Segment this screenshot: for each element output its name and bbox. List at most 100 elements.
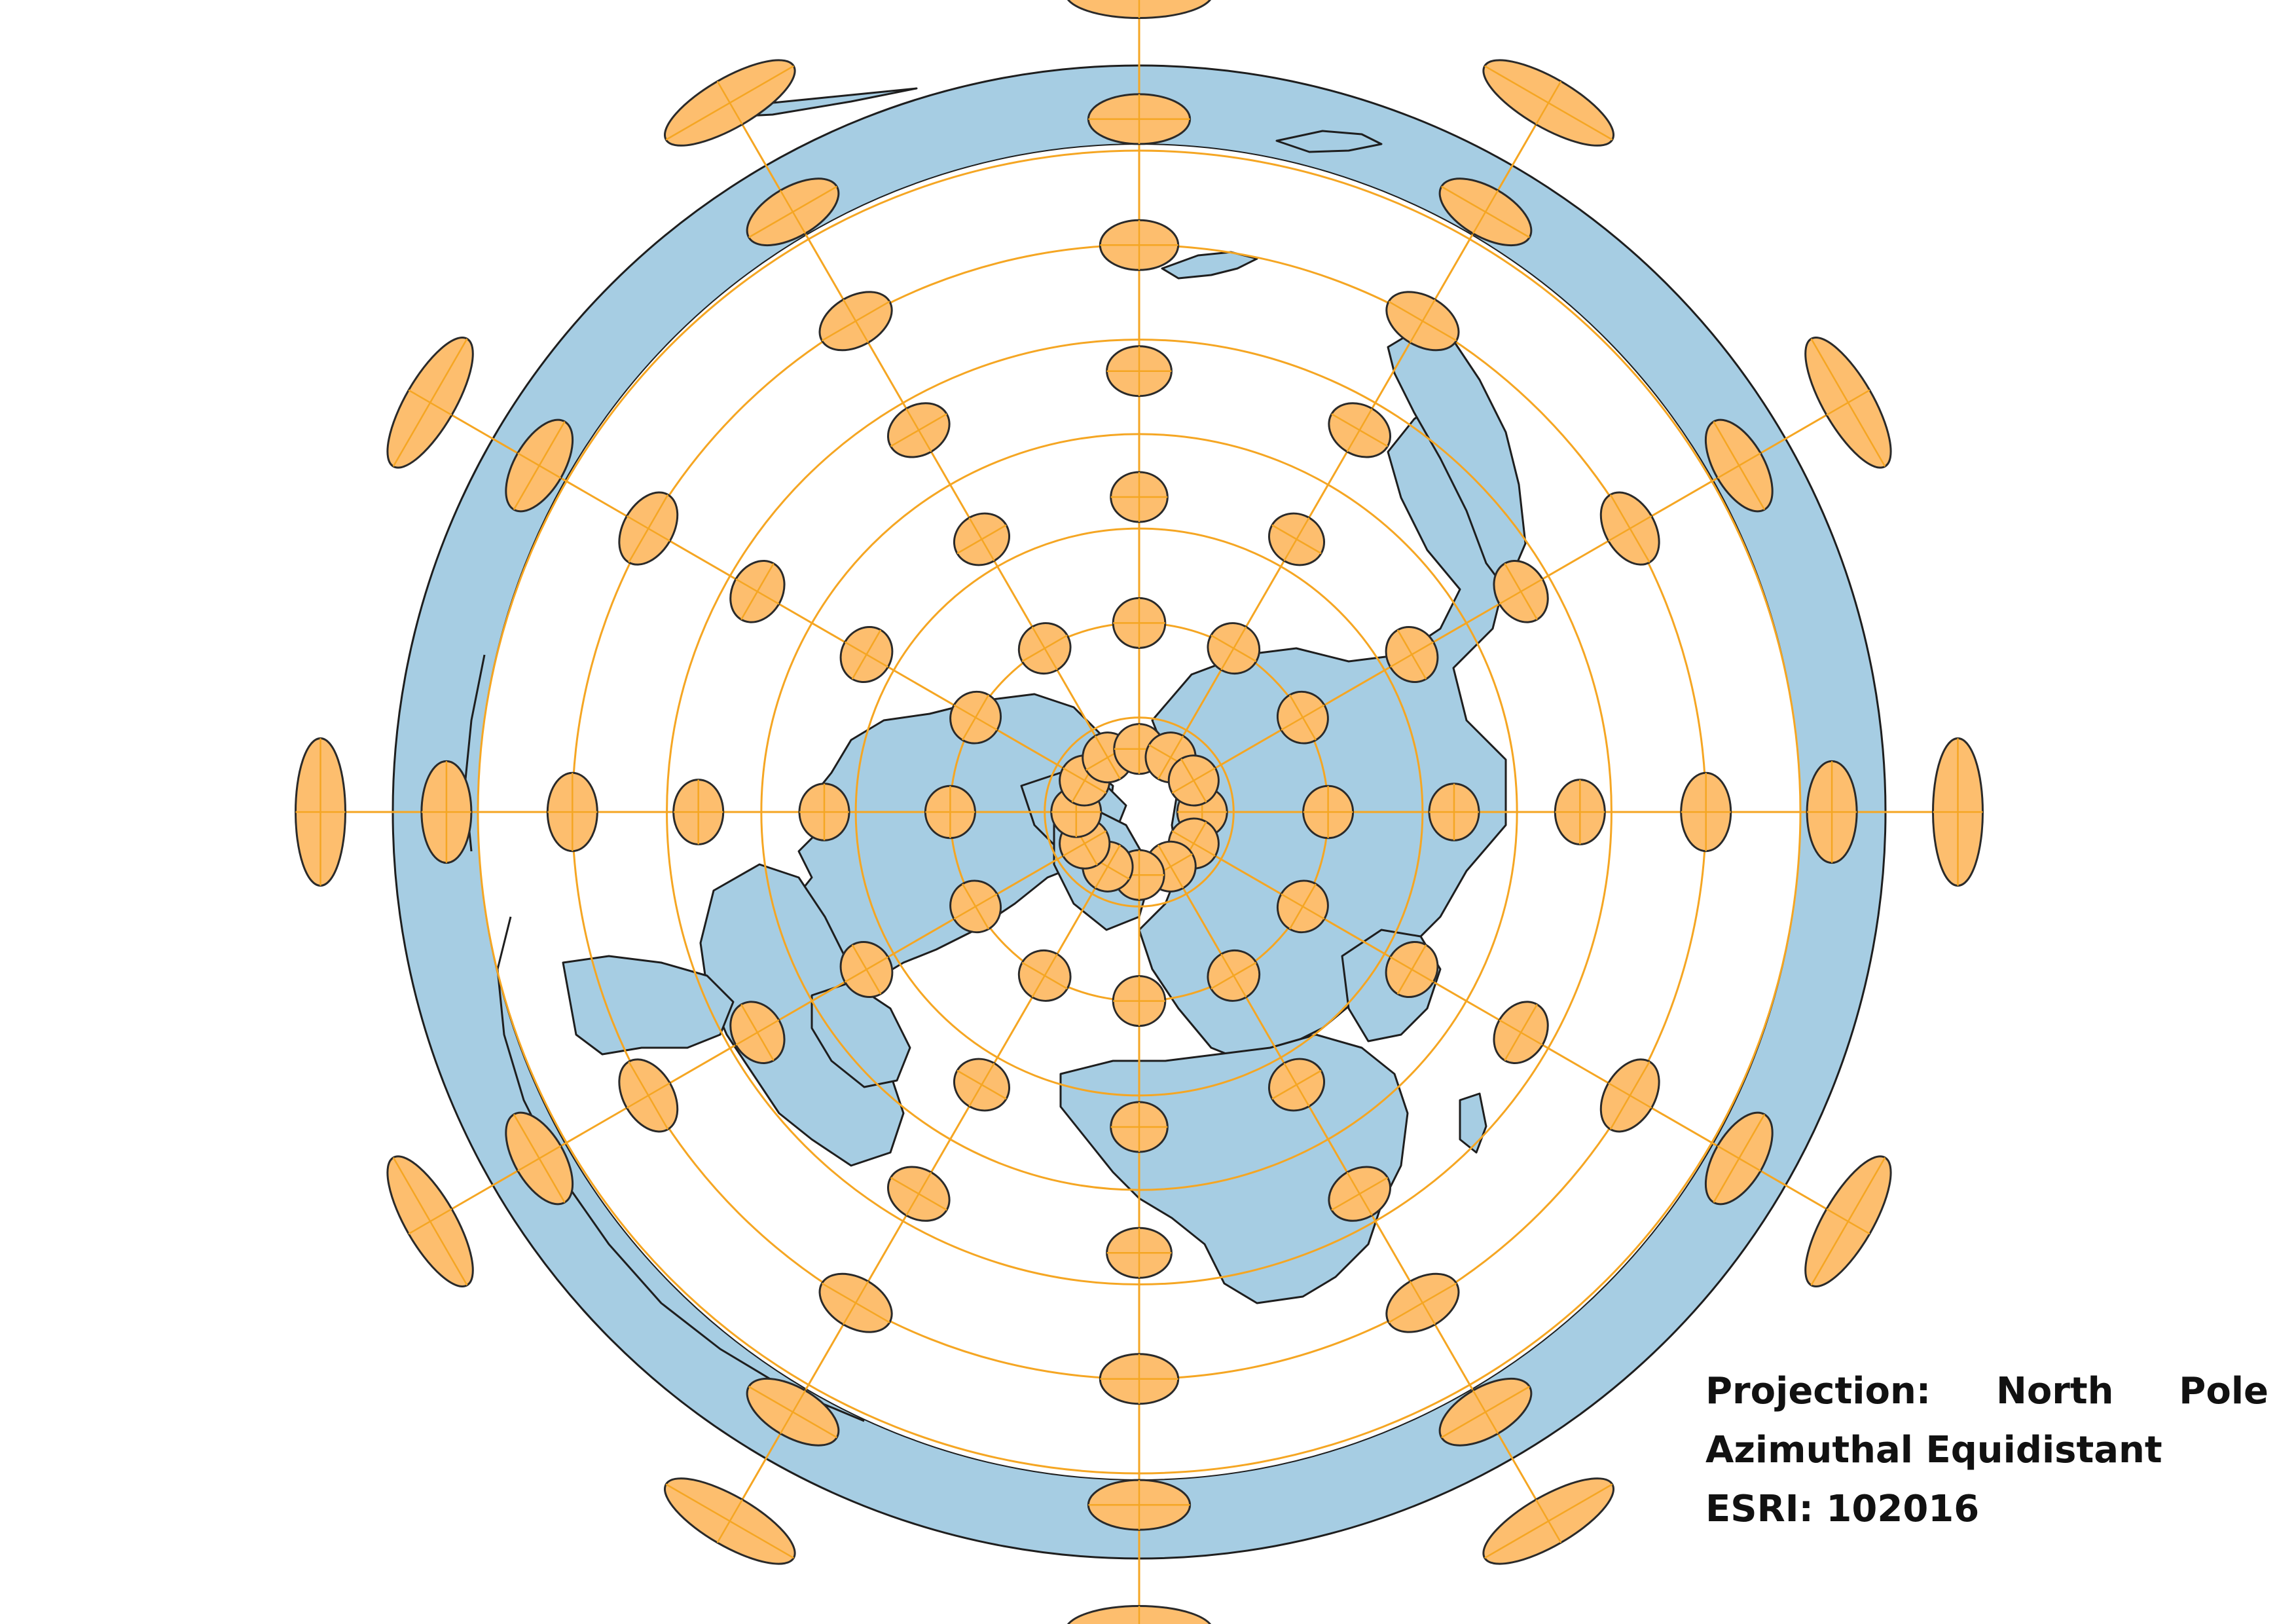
tissot-indicatrix bbox=[1087, 93, 1192, 145]
tissot-axis-tangential bbox=[957, 1069, 1007, 1100]
tissot-indicatrix bbox=[420, 760, 473, 864]
tissot-indicatrix bbox=[1106, 1227, 1173, 1279]
tissot-indicatrix bbox=[798, 783, 850, 841]
land-mexico-central-america bbox=[562, 955, 735, 1056]
tissot-indicatrix bbox=[1112, 975, 1167, 1027]
tissot-axis-tangential bbox=[1396, 629, 1427, 680]
land-antarctica-fringe bbox=[496, 916, 865, 1422]
tissot-axis-tangential bbox=[1810, 1157, 1886, 1286]
tissot-indicatrix bbox=[1110, 1101, 1169, 1153]
caption-esri-code: ESRI: 102016 bbox=[1705, 1488, 1980, 1530]
tissot-axis-tangential bbox=[1021, 961, 1068, 989]
tissot-indicatrix bbox=[953, 1058, 1011, 1112]
tissot-axis-tangential bbox=[1211, 961, 1257, 989]
tissot-indicatrix bbox=[1804, 1155, 1892, 1288]
tissot-axis-tangential bbox=[1441, 185, 1530, 238]
tissot-indicatrix bbox=[839, 625, 894, 684]
tissot-indicatrix bbox=[949, 690, 1002, 745]
tissot-indicatrix bbox=[1385, 291, 1460, 352]
tissot-indicatrix bbox=[1207, 949, 1261, 1002]
tissot-axis-tangential bbox=[1288, 694, 1317, 741]
tissot-indicatrices bbox=[295, 0, 1984, 1624]
projection-caption: Projection: North Pole Azimuthal Equidis… bbox=[1705, 1362, 2269, 1539]
tissot-indicatrix bbox=[1804, 336, 1892, 469]
tissot-indicatrix bbox=[1438, 1377, 1533, 1447]
tissot-axis-tangential bbox=[1504, 1004, 1538, 1061]
tissot-axis-tangential bbox=[890, 413, 947, 447]
caption-line-2: Azimuthal Equidistant bbox=[1705, 1429, 2162, 1471]
tissot-axis-tangential bbox=[1609, 494, 1650, 563]
tissot-indicatrix bbox=[1267, 512, 1326, 566]
tissot-axis-tangential bbox=[1388, 301, 1457, 342]
tissot-axis-tangential bbox=[1484, 1483, 1613, 1559]
tissot-axis-tangential bbox=[1288, 883, 1317, 930]
tissot-indicatrix bbox=[1110, 471, 1169, 523]
tissot-indicatrix bbox=[672, 779, 725, 845]
tissot-axis-tangential bbox=[1331, 1177, 1389, 1211]
tissot-indicatrix bbox=[1493, 559, 1549, 623]
tissot-axis-tangential bbox=[1609, 1061, 1650, 1130]
tissot-axis-tangential bbox=[628, 1061, 669, 1130]
tissot-indicatrix bbox=[295, 737, 346, 887]
tissot-axis-tangential bbox=[890, 1177, 947, 1211]
tissot-indicatrix bbox=[1599, 1058, 1660, 1133]
tissot-indicatrix bbox=[839, 940, 894, 999]
tissot-indicatrix bbox=[1328, 1166, 1392, 1222]
tissot-indicatrix bbox=[1106, 345, 1173, 397]
tissot-indicatrix bbox=[1599, 491, 1660, 566]
tissot-axis-tangential bbox=[1713, 1114, 1766, 1203]
tissot-axis-tangential bbox=[957, 524, 1007, 555]
tissot-axis-tangential bbox=[851, 629, 882, 680]
tissot-axis-tangential bbox=[1504, 563, 1538, 620]
tissot-indicatrix bbox=[1207, 622, 1261, 675]
tissot-indicatrix bbox=[1017, 622, 1072, 675]
tissot-axis-tangential bbox=[665, 1483, 794, 1559]
tissot-indicatrix bbox=[1276, 879, 1329, 934]
caption-projection-label: Projection: bbox=[1705, 1370, 1931, 1412]
tissot-axis-tangential bbox=[1484, 65, 1613, 141]
tissot-indicatrix bbox=[618, 1058, 679, 1133]
tissot-indicatrix bbox=[663, 59, 796, 147]
tissot-indicatrix bbox=[1385, 625, 1439, 684]
tissot-indicatrix bbox=[746, 1377, 840, 1447]
caption-word-pole: Pole bbox=[2179, 1370, 2269, 1412]
tissot-indicatrix bbox=[1438, 177, 1533, 247]
tissot-indicatrix bbox=[386, 336, 474, 469]
tissot-indicatrix bbox=[1428, 783, 1480, 841]
tissot-axis-tangential bbox=[1021, 635, 1068, 663]
tissot-indicatrix bbox=[1302, 784, 1355, 840]
tissot-indicatrix bbox=[1385, 940, 1439, 999]
tissot-indicatrix bbox=[818, 291, 893, 352]
tissot-indicatrix bbox=[618, 491, 679, 566]
tissot-indicatrix bbox=[746, 177, 840, 247]
tissot-axis-tangential bbox=[1211, 635, 1257, 663]
land-madagascar bbox=[1459, 1092, 1487, 1154]
tissot-axis-tangential bbox=[740, 563, 774, 620]
tissot-indicatrix bbox=[1482, 1477, 1615, 1565]
tissot-indicatrix bbox=[1493, 1001, 1549, 1065]
tissot-axis-tangential bbox=[392, 1157, 468, 1286]
tissot-axis-tangential bbox=[821, 301, 890, 342]
tissot-axis-tangential bbox=[821, 1282, 890, 1323]
caption-word-north: North bbox=[1995, 1370, 2114, 1412]
tissot-indicatrix bbox=[1680, 771, 1732, 853]
tissot-axis-tangential bbox=[962, 883, 990, 930]
tissot-axis-tangential bbox=[665, 65, 794, 141]
tissot-axis-tangential bbox=[748, 1386, 837, 1439]
tissot-axis-tangential bbox=[1180, 758, 1207, 803]
tissot-axis-tangential bbox=[392, 338, 468, 467]
land-masses bbox=[464, 87, 1527, 1422]
tissot-indicatrix bbox=[1099, 219, 1180, 271]
tissot-axis-tangential bbox=[851, 944, 882, 995]
land-island-1 bbox=[1161, 251, 1258, 280]
tissot-axis-tangential bbox=[1271, 1069, 1322, 1100]
tissot-indicatrix bbox=[1482, 59, 1615, 147]
tissot-axis-tangential bbox=[1331, 413, 1389, 447]
tissot-indicatrix bbox=[1276, 690, 1329, 745]
tissot-axis-tangential bbox=[1271, 524, 1322, 555]
tissot-indicatrix bbox=[886, 402, 951, 458]
tissot-axis-tangential bbox=[1441, 1386, 1530, 1439]
tissot-indicatrix bbox=[924, 784, 976, 840]
tissot-axis-tangential bbox=[628, 494, 669, 563]
